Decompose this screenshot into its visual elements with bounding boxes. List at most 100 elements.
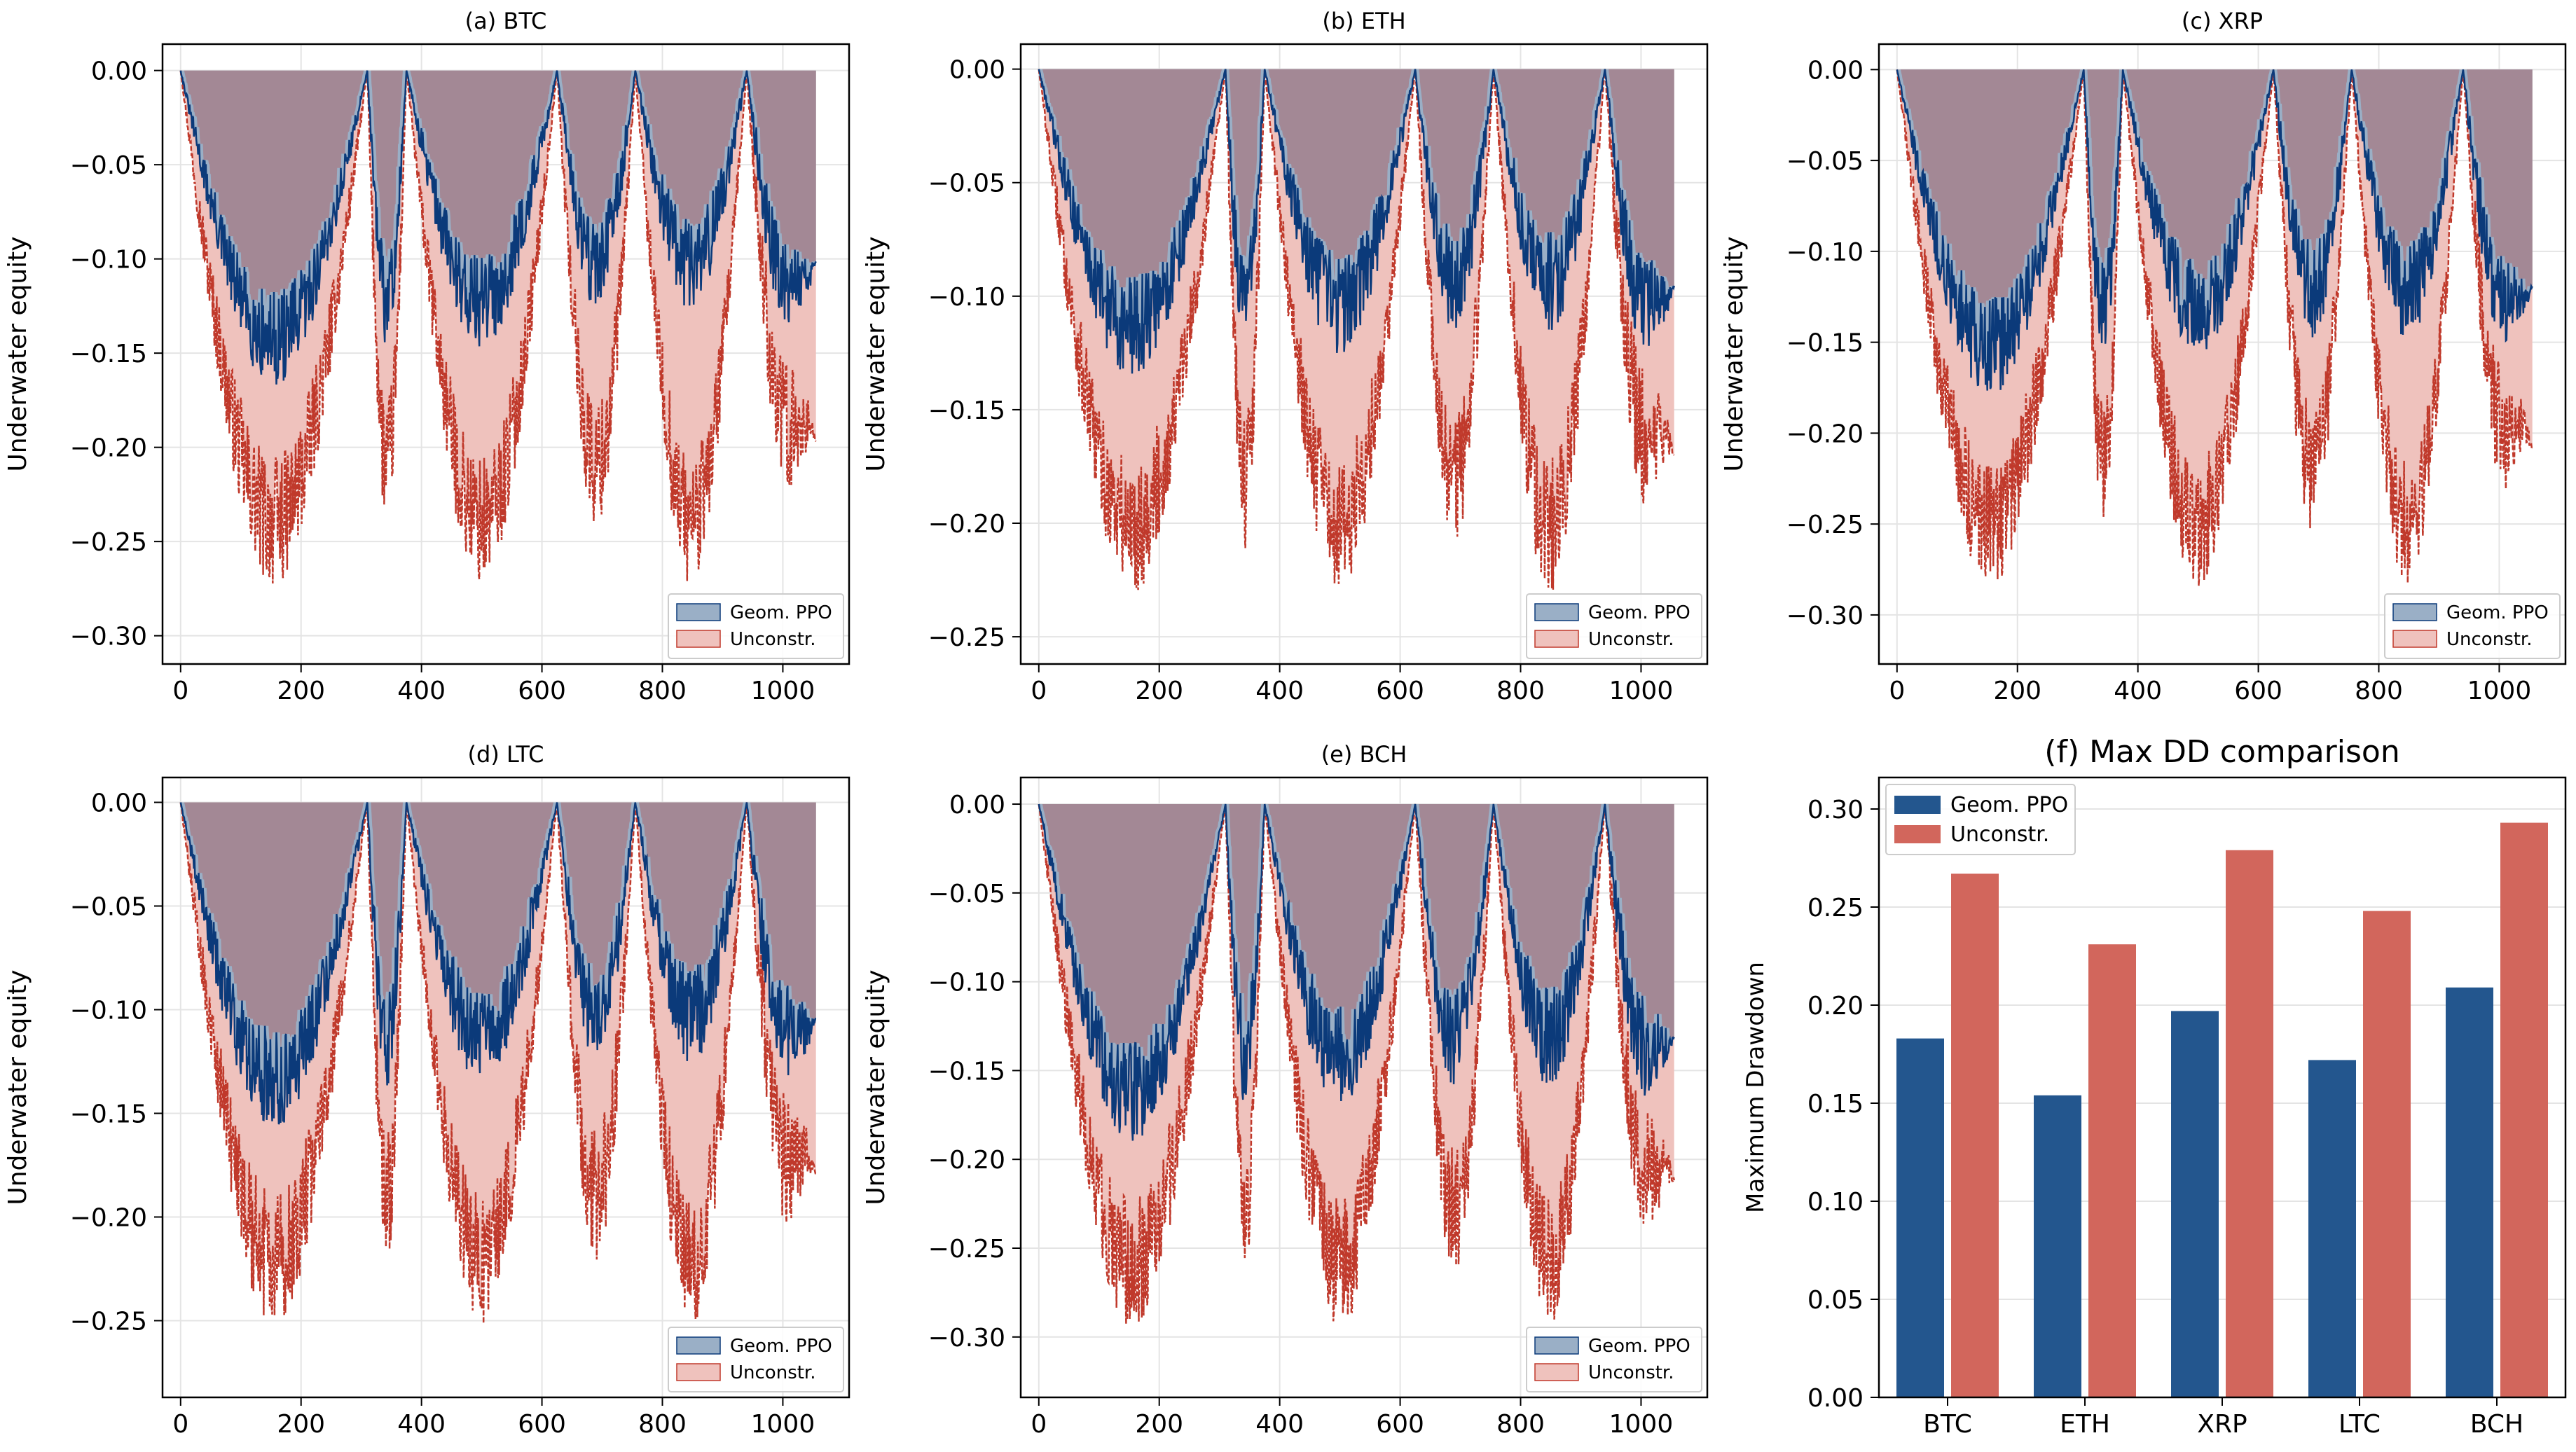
y-tick-label: −0.15 xyxy=(70,1100,147,1128)
y-tick-label: −0.05 xyxy=(928,880,1005,908)
x-tick-label: 800 xyxy=(1496,1410,1545,1439)
x-tick-label: 600 xyxy=(1376,1410,1424,1439)
y-tick-label: 0.10 xyxy=(1807,1188,1864,1217)
bar-unconstr xyxy=(1951,873,1999,1397)
legend-unconstr-label: Unconstr. xyxy=(730,629,816,650)
legend: Geom. PPO Unconstr. xyxy=(1526,1327,1702,1392)
y-tick-label: −0.20 xyxy=(928,1146,1005,1175)
axes: 0 200 400 600 800 1000 0.00 −0.05 −0.10 −0.15 −0.2… xyxy=(928,791,1674,1439)
panel-title: (d) LTC xyxy=(468,741,544,768)
y-tick-label: −0.10 xyxy=(928,969,1005,997)
bar-geom-ppo xyxy=(2034,1095,2081,1397)
x-tick-label: 0 xyxy=(172,1410,188,1439)
panel-bch: (e) BCH Underwater equity 0 200 400 600 800 1… xyxy=(862,741,1709,1439)
axes: 0 200 400 600 800 1000 0.00 −0.05 −0.10 −0.15 −0.2… xyxy=(70,57,815,705)
legend-geom-label: Geom. PPO xyxy=(1950,793,2068,817)
legend-unconstr-swatch xyxy=(2392,630,2437,648)
y-axis-label: Underwater equity xyxy=(862,969,890,1205)
y-tick-label: −0.10 xyxy=(70,997,147,1025)
y-tick-label: 0.00 xyxy=(91,789,147,818)
panel-title: (f) Max DD comparison xyxy=(2044,734,2399,770)
x-tick-label: 0 xyxy=(1889,677,1905,705)
unconstr-line xyxy=(1038,803,1675,1325)
unconstr-line xyxy=(1038,69,1675,590)
x-tick-label: 400 xyxy=(1255,677,1304,705)
bar-geom-ppo xyxy=(1896,1038,1944,1397)
x-tick-label: 200 xyxy=(277,677,325,705)
x-tick-label: 400 xyxy=(397,1410,446,1439)
legend-unconstr-label: Unconstr. xyxy=(730,1362,816,1383)
legend-geom-swatch xyxy=(676,603,721,621)
y-tick-label: 0.30 xyxy=(1807,796,1864,824)
plot-area xyxy=(1896,822,2548,1397)
x-tick-label: 1000 xyxy=(2467,677,2532,705)
y-tick-label: 0.00 xyxy=(949,791,1005,820)
x-tick-label: LTC xyxy=(2339,1410,2381,1439)
legend: Geom. PPO Unconstr. xyxy=(1526,593,1702,659)
legend-unconstr-swatch xyxy=(1894,825,1941,843)
y-tick-label: 0.20 xyxy=(1807,992,1864,1021)
panel-btc: (a) BTC Underwater equity 0 200 400 600 800 1… xyxy=(4,8,850,705)
legend-geom-swatch xyxy=(1894,796,1941,814)
legend-geom-label: Geom. PPO xyxy=(730,602,832,623)
y-tick-label: −0.30 xyxy=(1786,602,1864,630)
legend: Geom. PPO Unconstr. xyxy=(668,1327,844,1392)
bar-unconstr xyxy=(2088,944,2136,1397)
y-axis-label: Underwater equity xyxy=(862,236,890,471)
y-tick-label: −0.20 xyxy=(1786,420,1864,448)
plot-area xyxy=(1038,69,1675,590)
y-tick-label: 0.00 xyxy=(91,57,147,86)
x-tick-label: 200 xyxy=(1135,677,1183,705)
x-tick-label: 1000 xyxy=(1609,677,1674,705)
y-tick-label: −0.15 xyxy=(928,1057,1005,1086)
y-tick-label: −0.30 xyxy=(70,623,147,651)
legend-geom-label: Geom. PPO xyxy=(1588,602,1690,623)
overlap-area xyxy=(180,802,816,1047)
legend-unconstr-label: Unconstr. xyxy=(2446,629,2533,650)
x-tick-label: 800 xyxy=(1496,677,1545,705)
panel-title: (e) BCH xyxy=(1321,741,1407,768)
unconstr-line xyxy=(1896,69,2533,586)
y-tick-label: −0.20 xyxy=(70,434,147,463)
legend-geom-swatch xyxy=(1534,1336,1579,1355)
x-tick-label: BCH xyxy=(2470,1410,2523,1439)
x-tick-label: BTC xyxy=(1923,1410,1972,1439)
unconstr-line xyxy=(179,70,817,584)
panel-title: (b) ETH xyxy=(1322,8,1405,34)
y-tick-label: −0.30 xyxy=(928,1324,1005,1353)
y-axis-label: Underwater equity xyxy=(4,969,32,1205)
y-tick-label: −0.25 xyxy=(928,1235,1005,1264)
y-tick-label: −0.05 xyxy=(1786,147,1864,176)
x-tick-label: 1000 xyxy=(751,1410,815,1439)
y-tick-label: −0.05 xyxy=(70,893,147,922)
axes: 0 200 400 600 800 1000 0.00 −0.05 −0.10 −0.15 −0.2… xyxy=(928,56,1674,705)
legend-geom-label: Geom. PPO xyxy=(2446,602,2549,623)
y-tick-label: 0.25 xyxy=(1807,894,1864,922)
y-tick-label: −0.05 xyxy=(928,170,1005,198)
axes: 0 200 400 600 800 1000 0.00 −0.05 −0.10 −0.15 −0.2… xyxy=(70,789,815,1439)
y-tick-label: 0.05 xyxy=(1807,1286,1864,1315)
axes: BTC ETH XRP LTC BCH 0.00 0.05 0.10 0.15 0.20 0.25 0… xyxy=(1807,796,2523,1439)
bar-geom-ppo xyxy=(2171,1011,2219,1397)
legend: Geom. PPO Unconstr. xyxy=(1885,784,2076,855)
x-tick-label: 200 xyxy=(1135,1410,1183,1439)
y-tick-label: −0.15 xyxy=(1786,329,1864,358)
legend-unconstr-label: Unconstr. xyxy=(1588,629,1674,650)
plot-area xyxy=(179,802,817,1324)
x-tick-label: 400 xyxy=(2114,677,2162,705)
x-tick-label: 600 xyxy=(518,1410,566,1439)
y-tick-label: −0.10 xyxy=(1786,238,1864,267)
unconstr-line xyxy=(179,802,817,1324)
overlap-area xyxy=(1896,69,2533,307)
legend-unconstr-swatch xyxy=(676,630,721,648)
legend-geom-swatch xyxy=(2392,603,2437,621)
legend-geom-swatch xyxy=(1534,603,1579,621)
y-tick-label: 0.00 xyxy=(949,56,1005,85)
panel-ltc: (d) LTC Underwater equity 0 200 400 600 800 1… xyxy=(4,741,850,1439)
legend-geom-label: Geom. PPO xyxy=(730,1336,832,1357)
y-tick-label: 0.00 xyxy=(1807,1384,1864,1413)
y-tick-label: −0.10 xyxy=(70,246,147,275)
legend-geom-swatch xyxy=(676,1336,721,1355)
overlap-area xyxy=(1038,69,1674,288)
legend-unconstr-swatch xyxy=(1534,630,1579,648)
